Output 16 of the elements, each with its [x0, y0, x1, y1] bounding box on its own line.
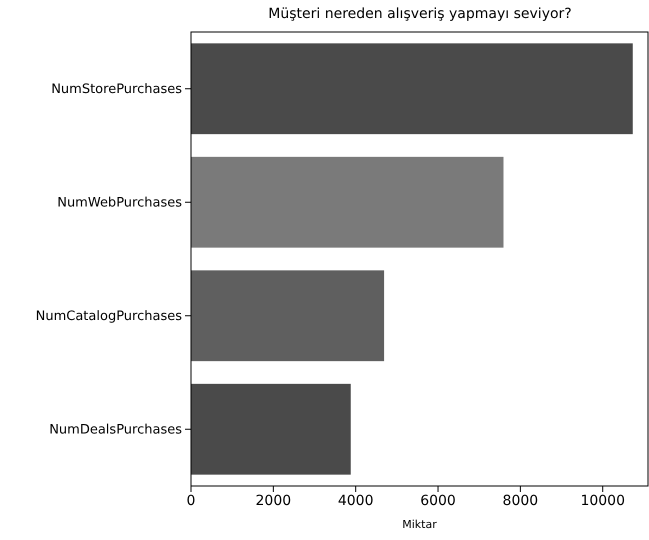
bar	[191, 43, 633, 134]
x-tick-label: 2000	[256, 492, 292, 509]
bar	[191, 384, 351, 475]
y-tick-label: NumCatalogPurchases	[36, 308, 182, 324]
chart-title: Müşteri nereden alışveriş yapmayı seviyor?	[268, 6, 572, 22]
x-tick-label: 6000	[420, 492, 456, 509]
x-tick-label: 0	[186, 492, 196, 509]
x-tick-label: 4000	[338, 492, 374, 509]
bar	[191, 270, 384, 362]
y-tick-label: NumStorePurchases	[51, 82, 182, 97]
x-tick-label: 10000	[580, 492, 625, 509]
x-axis-title: Miktar	[402, 518, 438, 531]
y-tick-label: NumDealsPurchases	[49, 422, 182, 438]
bar	[191, 156, 504, 248]
y-tick-label: NumWebPurchases	[57, 195, 182, 210]
x-tick-label: 8000	[502, 492, 538, 509]
